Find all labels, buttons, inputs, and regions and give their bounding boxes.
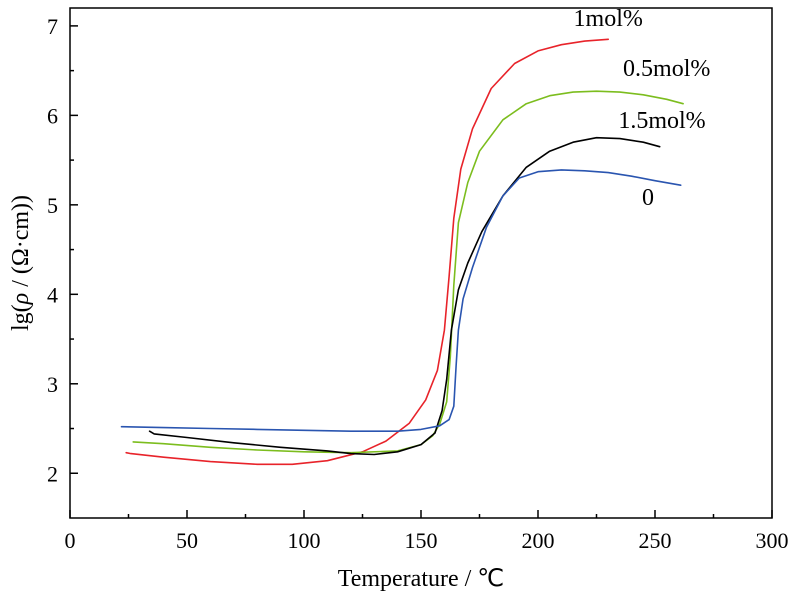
series-line-1mol-	[125, 38, 610, 466]
series-line-1-5mol-	[148, 136, 661, 456]
x-tick-label: 0	[65, 528, 76, 553]
y-tick-label: 7	[47, 14, 58, 39]
y-tick-label: 3	[47, 372, 58, 397]
x-tick-label: 50	[176, 528, 198, 553]
y-axis-label: lg(ρ / (Ω·cm))	[8, 195, 34, 331]
y-axis-label-suffix: / (Ω·cm))	[8, 195, 34, 293]
x-tick-label: 150	[405, 528, 438, 553]
series-annotation: 0.5mol%	[623, 56, 710, 82]
series-annotation: 1mol%	[574, 6, 643, 32]
series-line-0-5mol-	[132, 90, 684, 454]
series-annotation: 0	[642, 185, 654, 211]
ticks: 0 50 100 150 200 250 300 2 3 4 5 6 7	[47, 14, 789, 553]
x-axis-label: Temperature / ℃	[338, 566, 505, 592]
y-tick-label: 5	[47, 193, 58, 218]
series-group	[120, 38, 684, 466]
x-tick-label: 300	[756, 528, 789, 553]
plot-frame	[69, 7, 773, 519]
x-tick-label: 200	[522, 528, 555, 553]
axes	[69, 7, 773, 519]
series-annotations: 1mol% 0.5mol% 1.5mol% 0	[574, 6, 711, 211]
x-tick-label: 100	[288, 528, 321, 553]
y-tick-label: 6	[47, 103, 58, 128]
y-axis-label-prefix: lg(	[8, 304, 34, 331]
x-tick-label: 250	[639, 528, 672, 553]
y-tick-label: 2	[47, 461, 58, 486]
series-line-0	[120, 169, 682, 433]
y-tick-label: 4	[47, 282, 58, 307]
series-annotation: 1.5mol%	[618, 108, 705, 134]
y-axis-label-rho: ρ	[8, 293, 34, 306]
